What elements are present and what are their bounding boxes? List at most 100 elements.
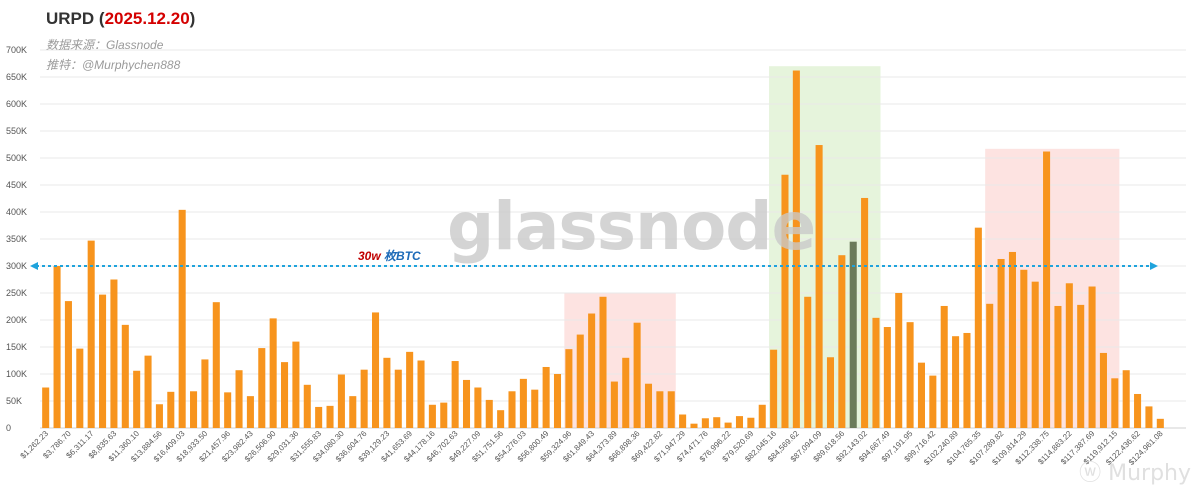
bar [110, 279, 118, 428]
bar [804, 296, 812, 428]
bar [735, 416, 744, 428]
bar [417, 360, 425, 428]
reference-unit: 枚BTC [380, 249, 421, 263]
bar [76, 348, 84, 428]
bar [349, 396, 357, 428]
bar [258, 348, 266, 428]
bar [337, 374, 345, 428]
bar [406, 351, 414, 428]
bar [360, 369, 368, 428]
reference-line-label: 30w 枚BTC [358, 247, 421, 264]
y-tick-label: 50K [6, 396, 22, 406]
bar [1031, 281, 1039, 428]
bar [588, 313, 596, 428]
bar [87, 240, 95, 428]
bar [508, 391, 516, 428]
bar [679, 414, 687, 428]
glassnode-watermark: glassnode [447, 188, 816, 265]
bar [1077, 304, 1085, 428]
bar [133, 370, 141, 428]
bar [178, 209, 186, 428]
bar [781, 174, 789, 428]
bar [952, 336, 960, 428]
bar [1088, 286, 1096, 428]
bar [849, 241, 857, 428]
y-tick-label: 600K [6, 99, 27, 109]
y-tick-label: 550K [6, 126, 27, 136]
bar [519, 378, 527, 428]
bar [974, 227, 982, 428]
bar [861, 197, 869, 428]
reference-arrow-right [1150, 262, 1158, 270]
bar [747, 417, 755, 428]
bar [1065, 283, 1073, 428]
bar [371, 312, 380, 428]
bar [212, 302, 220, 428]
y-tick-label: 650K [6, 72, 27, 82]
bar [872, 317, 880, 428]
y-tick-label: 450K [6, 180, 27, 190]
bar [144, 355, 152, 428]
bar [1043, 151, 1051, 428]
bar [633, 322, 641, 428]
bar [1020, 269, 1028, 428]
bar [451, 361, 459, 428]
bar [53, 266, 61, 428]
y-tick-label: 700K [6, 45, 27, 55]
bar [713, 417, 721, 428]
bar [531, 389, 539, 428]
bar [497, 410, 505, 428]
bar [610, 381, 618, 428]
y-tick-label: 400K [6, 207, 27, 217]
bar [690, 423, 698, 428]
bar [315, 406, 323, 428]
y-tick-label: 150K [6, 342, 27, 352]
title-prefix: URPD ( [46, 9, 105, 28]
title-suffix: ) [189, 9, 196, 28]
x-axis: $1,262.23$3,786.70$6,311.17$8,835.63$11,… [19, 429, 1166, 467]
bars [42, 70, 1164, 429]
bar [155, 404, 163, 428]
bar [428, 404, 436, 428]
bar [99, 294, 107, 428]
bar [394, 369, 402, 428]
bar [599, 296, 607, 428]
murphy-watermark: ⓦ Murphy [1079, 461, 1191, 486]
bar [1099, 352, 1107, 428]
bar [542, 366, 550, 428]
bar [1054, 305, 1062, 428]
bar [553, 374, 562, 428]
bar [895, 293, 903, 428]
reference-value: 30w [358, 249, 381, 263]
bar [1156, 418, 1164, 428]
bar [42, 387, 50, 428]
shaded-zone-3 [985, 148, 1120, 428]
bar [656, 391, 664, 428]
bar [1122, 370, 1130, 428]
bar [929, 375, 937, 428]
bar [883, 327, 891, 428]
bar [64, 301, 72, 428]
data-source-note: 数据来源：Glassnode [46, 38, 164, 52]
y-tick-label: 500K [6, 153, 27, 163]
author-note: 推特：@Murphychen888 [46, 58, 181, 72]
bar [474, 387, 482, 428]
bar [281, 362, 289, 428]
bar [440, 402, 448, 428]
title-date: 2025.12.20 [104, 9, 190, 28]
y-tick-label: 350K [6, 234, 27, 244]
bar [326, 405, 334, 428]
bar [462, 379, 471, 428]
bar [838, 255, 846, 428]
bar [485, 399, 493, 428]
bar [940, 305, 948, 428]
y-tick-label: 0 [6, 423, 11, 433]
bar [235, 370, 243, 428]
y-axis: 0 50K 100K 150K 200K 250K 300K 350K 400K 450K 500K… [6, 45, 27, 433]
bar [770, 349, 778, 428]
y-tick-label: 100K [6, 369, 27, 379]
bar [826, 357, 835, 428]
bar [292, 341, 300, 428]
bar [1145, 406, 1153, 428]
